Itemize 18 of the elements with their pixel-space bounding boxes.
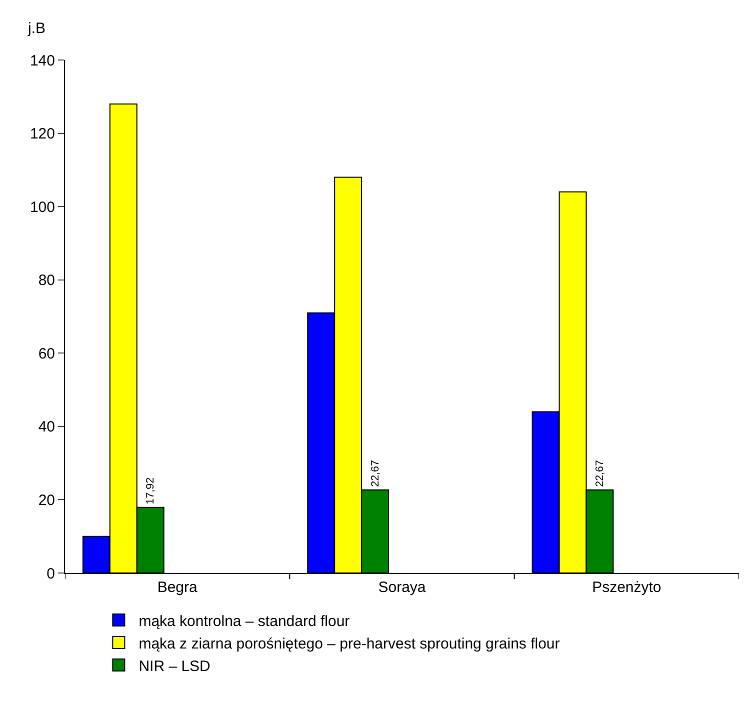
y-axis-title: j.B	[27, 20, 46, 37]
data-label: 22,67	[369, 460, 382, 487]
legend-label: mąka z ziarna porośniętego – pre-harvest sprouting grains flour	[138, 635, 560, 652]
data-label: 22,67	[594, 460, 606, 487]
y-tick-label: 40	[38, 418, 55, 436]
x-tick-label: Soraya	[378, 579, 426, 596]
y-tick-label: 140	[30, 52, 55, 70]
legend-label: NIR – LSD	[138, 658, 211, 675]
y-tick-label: 20	[38, 492, 55, 509]
x-tick-label: Pszenżyto	[592, 579, 662, 596]
y-tick-label: 100	[30, 198, 55, 216]
x-tick-label: Begra	[157, 579, 198, 596]
y-tick-label: 0	[46, 565, 55, 582]
y-tick-label: 80	[38, 272, 55, 290]
legend-label: mąka kontrolna – standard flour	[138, 612, 350, 630]
y-tick-label: 120	[30, 126, 55, 143]
y-tick-label: 60	[38, 345, 55, 362]
data-label: 17,92	[144, 477, 157, 504]
